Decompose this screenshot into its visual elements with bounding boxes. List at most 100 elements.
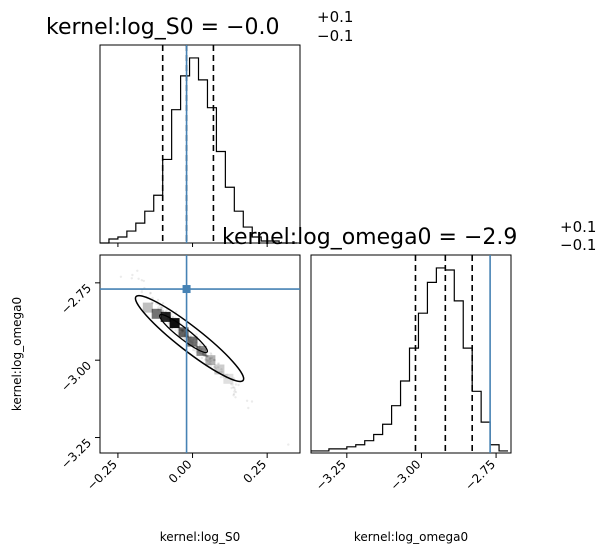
histogram-log-omega0: [311, 255, 509, 453]
sample-point: [217, 362, 221, 365]
sample-point: [210, 356, 214, 360]
sample-point: [232, 377, 236, 380]
sample-point: [203, 354, 206, 357]
sample-point: [200, 347, 203, 351]
sample-point: [210, 353, 213, 356]
sample-point: [161, 306, 164, 309]
panel-joint: [99, 254, 301, 454]
sample-point: [183, 337, 186, 341]
sample-point: [164, 310, 168, 313]
sample-point: [202, 352, 205, 356]
sample-point: [161, 302, 165, 305]
sample-point: [205, 355, 208, 358]
title-log-S0-plus: +0.1: [317, 8, 353, 26]
sample-point: [202, 347, 205, 351]
density-cell-4: [187, 336, 198, 347]
sample-point: [167, 322, 170, 325]
sample-point: [245, 399, 249, 402]
sample-point: [171, 316, 174, 319]
sample-point: [198, 346, 201, 349]
sample-point: [221, 370, 224, 373]
joint-x-ticklabel-2: 0.25: [240, 457, 269, 486]
sample-point: [140, 279, 143, 282]
sample-point: [198, 345, 201, 348]
sample-point: [206, 359, 209, 363]
title-log-omega0-main: kernel:log_omega0 = −2.9: [222, 225, 517, 250]
sample-point: [207, 363, 210, 366]
sample-point: [212, 358, 215, 362]
sample-point: [287, 443, 290, 446]
sample-point: [230, 383, 233, 386]
sample-point: [195, 351, 198, 354]
sample-point: [198, 351, 202, 354]
sample-point: [156, 298, 160, 302]
sample-point: [161, 307, 164, 310]
sample-point: [205, 355, 208, 358]
sample-point: [250, 400, 254, 403]
sample-point: [208, 357, 211, 360]
hist-log-omega0-steps: [311, 267, 509, 452]
sample-point: [195, 346, 198, 349]
title-log-omega0: kernel:log_omega0 = −2.9 +0.1 −0.1: [222, 218, 596, 254]
sample-point: [216, 362, 220, 365]
sample-point: [201, 352, 204, 355]
panel-marginal-log-S0: [99, 44, 301, 244]
contour-outer: [134, 294, 245, 383]
sample-point: [204, 354, 207, 358]
sample-point: [231, 383, 234, 386]
sample-point: [202, 354, 206, 357]
sample-point: [214, 367, 218, 370]
sample-point: [209, 357, 213, 360]
sample-point: [176, 330, 180, 334]
sample-point: [237, 383, 240, 387]
sample-point: [209, 363, 213, 366]
sample-point: [205, 354, 209, 357]
sample-point: [234, 383, 238, 386]
joint-truth-marker: [182, 285, 191, 294]
sample-point: [200, 356, 204, 360]
sample-point: [149, 291, 152, 295]
sample-point: [159, 306, 162, 309]
title-log-S0: kernel:log_S0 = −0.0 +0.1 −0.1: [46, 8, 353, 45]
sample-point: [149, 292, 152, 295]
sample-point: [206, 359, 209, 362]
sample-point: [137, 277, 140, 280]
sample-point: [142, 279, 145, 283]
sample-point: [199, 344, 202, 347]
sample-point: [208, 360, 211, 364]
sample-point: [213, 359, 216, 362]
sample-point: [161, 309, 165, 313]
density-cell-2: [169, 318, 180, 329]
sample-point: [189, 334, 192, 337]
joint-x-ticklabel-0: −0.25: [84, 457, 120, 493]
density-cell-0: [151, 308, 162, 319]
histogram-log-S0: [100, 45, 298, 244]
title-log-S0-minus: −0.1: [317, 27, 353, 45]
sample-point: [206, 355, 209, 358]
sample-point: [234, 390, 238, 394]
sample-point: [204, 358, 207, 361]
sample-point: [204, 358, 207, 361]
sample-point: [201, 353, 205, 356]
density-cell-3: [178, 327, 189, 338]
sample-point: [234, 396, 237, 399]
sample-point: [219, 375, 223, 379]
xlabel-log-S0: kernel:log_S0: [160, 530, 241, 544]
sample-point: [219, 370, 222, 374]
sample-point: [208, 357, 212, 360]
sample-point: [201, 353, 204, 356]
sample-point: [220, 368, 223, 371]
sample-point: [208, 362, 211, 365]
sample-point: [247, 406, 250, 410]
omega-x-ticklabel-2: −2.75: [462, 457, 498, 493]
sample-point: [213, 358, 216, 361]
joint-y-ticklabel-0: −2.75: [58, 281, 94, 317]
sample-point: [230, 386, 233, 390]
sample-point: [192, 348, 195, 352]
axes: −0.25 0.00 0.25 −3.25 −3.00 −2.75 −2.75 −3.00 −3…: [58, 243, 498, 493]
density-cell-7: [142, 302, 153, 313]
sample-point: [131, 273, 134, 277]
sample-point: [198, 346, 201, 349]
density-cell-9: [223, 373, 234, 384]
sample-point: [199, 352, 202, 355]
